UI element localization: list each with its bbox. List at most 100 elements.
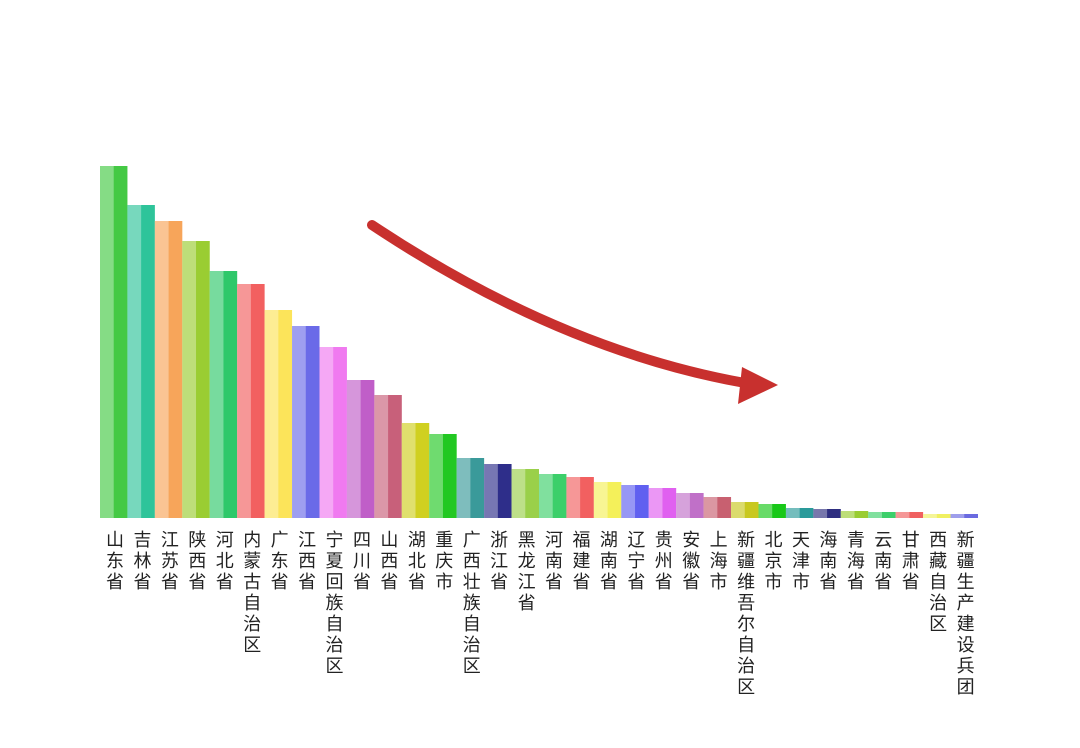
x-tick-label: 陕西省	[185, 530, 207, 593]
x-tick-label: 辽宁省	[624, 530, 646, 593]
bar-highlight	[621, 485, 636, 518]
x-tick-label: 广东省	[267, 530, 289, 593]
bar	[950, 514, 978, 518]
x-tick-label: 广西壮族自治区	[459, 530, 481, 677]
x-tick-label: 新疆维吾尔自治区	[734, 530, 756, 698]
bar	[346, 380, 375, 518]
bar-highlight	[840, 511, 855, 518]
x-tick-label: 云南省	[871, 530, 893, 593]
bar	[429, 434, 457, 518]
bar	[676, 493, 704, 518]
bar-highlight	[209, 271, 224, 518]
x-tick-label: 四川省	[349, 530, 371, 593]
bar-highlight	[127, 205, 142, 518]
x-tick-label: 甘肃省	[898, 530, 920, 593]
bar-highlight	[292, 326, 306, 518]
bar-highlight	[319, 347, 334, 518]
x-tick-label: 北京市	[761, 530, 783, 593]
bar-highlight	[511, 469, 526, 518]
trend-arrow	[367, 220, 750, 388]
bar-highlight	[401, 423, 416, 518]
x-tick-label: 湖北省	[404, 530, 426, 593]
bar-highlight	[182, 241, 197, 518]
x-tick-label: 上海市	[706, 530, 728, 593]
x-tick-label: 山东省	[103, 530, 124, 593]
x-tick-label: 湖南省	[596, 530, 618, 593]
x-tick-label: 重庆市	[432, 530, 454, 593]
bar	[566, 477, 594, 518]
bar	[868, 512, 896, 518]
bar	[648, 488, 677, 518]
bar-highlight	[731, 502, 745, 518]
x-tick-label: 青海省	[843, 530, 865, 593]
bar-highlight	[566, 477, 581, 518]
x-tick-label: 江苏省	[157, 530, 179, 593]
bar	[923, 514, 951, 518]
bar	[100, 166, 128, 518]
bar	[511, 469, 539, 518]
bar	[237, 284, 265, 518]
bar	[209, 271, 238, 518]
bar-highlight	[100, 166, 114, 518]
x-tick-label: 新疆生产建设兵团	[953, 530, 975, 698]
bar-highlight	[264, 310, 279, 518]
bar-highlight	[374, 395, 389, 518]
x-tick-label: 福建省	[569, 530, 591, 593]
bar-highlight	[237, 284, 251, 518]
bar	[539, 474, 567, 518]
bar-highlight	[648, 488, 663, 518]
bar	[593, 482, 622, 518]
bar	[758, 504, 786, 518]
x-tick-label: 西藏自治区	[926, 530, 948, 635]
bar	[319, 347, 347, 518]
bar-highlight	[785, 508, 800, 518]
bar-highlight	[895, 512, 910, 518]
bar	[374, 395, 402, 518]
trend-arrow-head	[738, 367, 778, 404]
bar-highlight	[758, 504, 773, 518]
bar	[813, 509, 841, 518]
bar	[154, 221, 183, 518]
bar-highlight	[593, 482, 608, 518]
x-tick-label: 安徽省	[679, 530, 701, 593]
bar-highlight	[868, 512, 882, 518]
x-tick-label: 山西省	[377, 530, 399, 593]
bar-highlight	[154, 221, 169, 518]
bar	[703, 497, 732, 518]
x-tick-label: 浙江省	[487, 530, 509, 593]
bar	[401, 423, 430, 518]
bar	[456, 458, 485, 518]
bar-highlight	[676, 493, 690, 518]
bar	[127, 205, 155, 518]
x-tick-label: 海南省	[816, 530, 838, 593]
bar-highlight	[813, 509, 828, 518]
bar	[292, 326, 320, 518]
bar	[484, 464, 512, 518]
x-tick-label: 黑龙江省	[514, 530, 536, 614]
x-tick-label: 吉林省	[130, 530, 152, 593]
x-tick-label: 宁夏回族自治区	[322, 530, 344, 677]
bar	[264, 310, 293, 518]
x-tick-label: 江西省	[295, 530, 317, 593]
x-tick-label: 内蒙古自治区	[240, 530, 262, 656]
bar	[840, 511, 869, 518]
x-tick-label: 天津市	[788, 530, 810, 593]
bar	[182, 241, 210, 518]
x-tick-label: 贵州省	[651, 530, 673, 593]
bar	[895, 512, 924, 518]
bar-highlight	[456, 458, 471, 518]
bar-highlight	[703, 497, 718, 518]
bar-highlight	[539, 474, 553, 518]
bar-highlight	[484, 464, 498, 518]
bar-highlight	[950, 514, 965, 518]
bar	[731, 502, 759, 518]
x-tick-label: 河南省	[542, 530, 563, 593]
x-tick-label: 河北省	[212, 530, 234, 593]
bar	[785, 508, 814, 518]
bar-highlight	[429, 434, 443, 518]
bar-highlight	[923, 514, 937, 518]
bar	[621, 485, 649, 518]
bar-highlight	[346, 380, 361, 518]
